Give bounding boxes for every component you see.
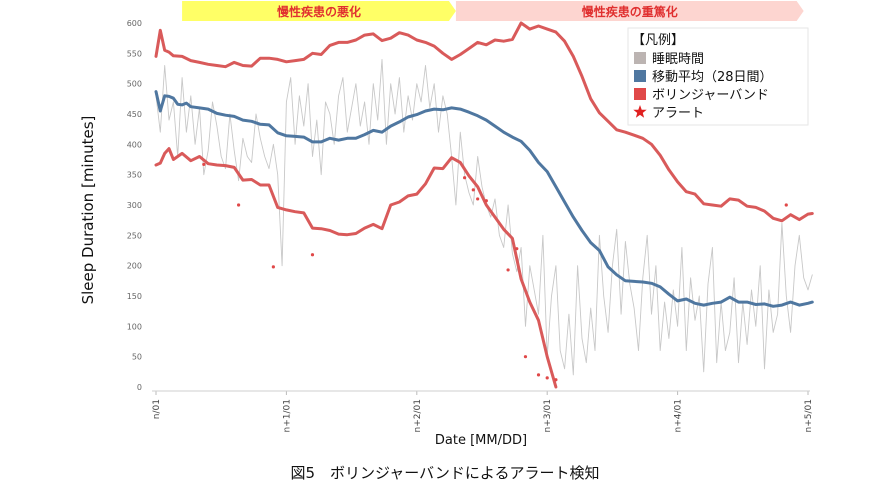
x-tick-label: n+4/01 — [674, 399, 684, 432]
legend-star-icon — [633, 105, 647, 118]
legend-label: ボリンジャーバンド — [652, 88, 769, 103]
y-tick-label: 500 — [127, 80, 142, 89]
phase-label-1: 慢性疾患の悪化 — [277, 4, 361, 19]
phase-label-2: 慢性疾患の重篤化 — [582, 4, 678, 19]
sleep-time-line — [155, 58, 813, 376]
phase-banner-2 — [455, 1, 804, 21]
y-tick-label: 0 — [137, 383, 142, 392]
alert-marker — [271, 265, 275, 269]
alert-marker — [784, 203, 788, 207]
y-tick-label: 150 — [127, 292, 142, 301]
legend-swatch — [634, 88, 646, 100]
y-axis-title: Sleep Duration [minutes] — [79, 116, 97, 305]
x-tick-label: n+2/01 — [413, 399, 423, 432]
alert-markers — [202, 162, 788, 382]
alert-marker — [236, 203, 241, 207]
x-axis-title: Date [MM/DD] — [435, 433, 527, 448]
moving-average-line — [154, 90, 814, 308]
legend-background — [627, 27, 809, 126]
y-tick-label: 450 — [127, 110, 142, 119]
y-tick-label: 250 — [127, 231, 142, 240]
alert-marker — [545, 376, 549, 380]
y-tick-label: 100 — [127, 322, 142, 331]
legend-label: アラート — [652, 106, 704, 121]
alert-marker — [554, 378, 558, 382]
x-tick-label: n/01 — [152, 399, 162, 419]
series-layer — [154, 21, 814, 389]
y-tick-label: 300 — [127, 201, 142, 210]
bollinger-upper-line — [154, 21, 814, 223]
phase-banners: 慢性疾患の悪化 慢性疾患の重篤化 — [182, 1, 804, 21]
y-tick-label: 50 — [132, 353, 142, 362]
x-tick-label: n+3/01 — [543, 399, 553, 432]
alert-marker — [484, 199, 488, 203]
phase-banner-1 — [182, 1, 456, 21]
alert-marker — [202, 162, 206, 166]
figure-caption: 図5 ボリンジャーバンドによるアラート検知 — [291, 464, 600, 482]
y-axis-ticks: 0 50 100 150 200 250 300 350 400 450 500 550 600 — [127, 19, 142, 392]
y-tick-label: 400 — [127, 140, 142, 149]
x-tick-label: n+5/01 — [804, 399, 814, 432]
alert-marker — [536, 373, 541, 377]
alert-marker — [463, 176, 467, 180]
legend-swatch — [634, 70, 646, 82]
alert-marker — [506, 268, 510, 272]
bollinger-lower-line — [154, 147, 558, 389]
x-axis-ticks: n/01 n+1/01 n+2/01 n+3/01 n+4/01 n+5/01 — [152, 391, 814, 432]
alert-marker — [471, 188, 475, 192]
alert-marker — [523, 355, 528, 359]
y-tick-label: 200 — [127, 262, 142, 271]
legend-label: 移動平均（28日間） — [652, 70, 773, 85]
y-tick-label: 350 — [127, 171, 142, 180]
y-tick-label: 550 — [127, 49, 142, 58]
y-tick-label: 600 — [127, 19, 142, 28]
legend-label: 睡眠時間 — [652, 52, 704, 67]
x-tick-label: n+1/01 — [282, 399, 292, 432]
alert-marker — [310, 253, 315, 257]
legend-title: 【凡例】 — [632, 33, 684, 48]
alert-marker — [515, 247, 519, 251]
alert-marker — [476, 197, 480, 201]
legend-swatch — [634, 52, 646, 64]
